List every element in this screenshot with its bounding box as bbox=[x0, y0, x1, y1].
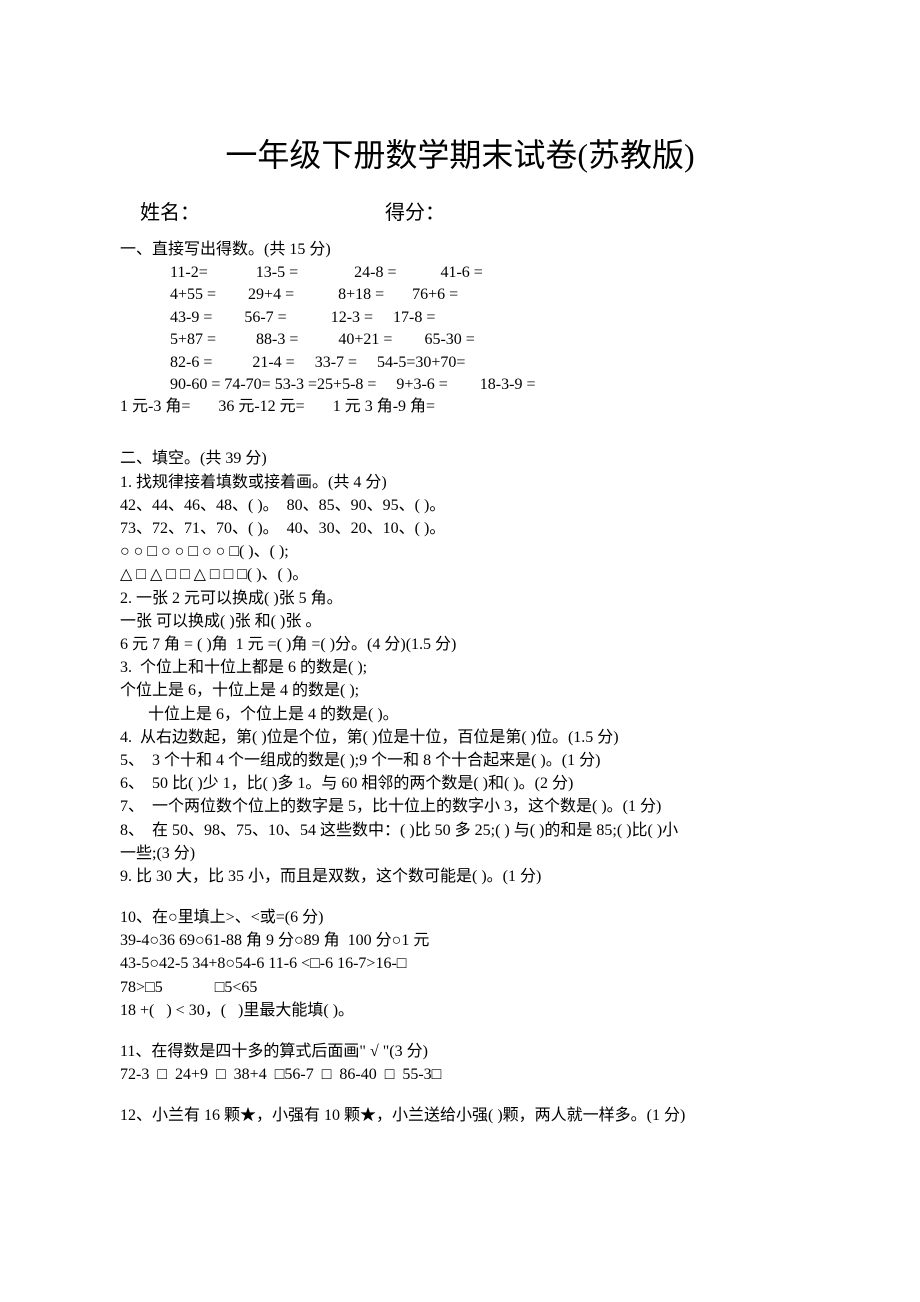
name-label: 姓名： bbox=[140, 202, 200, 224]
q8-line-2: 一些;(3 分) bbox=[120, 842, 800, 865]
q5: 5、 3 个十和 4 个一组成的数是( );9 个一和 8 个十合起来是( )。… bbox=[120, 749, 800, 772]
section2-header: 二、填空。(共 39 分) bbox=[120, 444, 800, 468]
q11-line: 72-3 □ 24+9 □ 38+4 □56-7 □ 86-40 □ 55-3□ bbox=[120, 1063, 800, 1086]
q2-line-2: 一张 可以换成( )张 和( )张 。 bbox=[120, 610, 800, 633]
q11-header: 11、在得数是四十多的算式后面画" √ "(3 分) bbox=[120, 1040, 800, 1063]
q1-header: 1. 找规律接着填数或接着画。(共 4 分) bbox=[120, 471, 800, 494]
q10-line-3: 78>□5 □5<65 bbox=[120, 976, 800, 999]
page-title: 一年级下册数学期末试卷(苏教版) bbox=[120, 130, 800, 176]
calc-line-3: 43-9 = 56-7 = 12-3 = 17-8 = bbox=[120, 307, 800, 329]
calc-line-5: 82-6 = 21-4 = 33-7 = 54-5=30+70= bbox=[120, 352, 800, 374]
q8-line-1: 8、 在 50、98、75、10、54 这些数中：( )比 50 多 25;( … bbox=[120, 819, 800, 842]
calc-line-7: 1 元-3 角= 36 元-12 元= 1 元 3 角-9 角= bbox=[120, 396, 800, 418]
q2-line-1: 2. 一张 2 元可以换成( )张 5 角。 bbox=[120, 587, 800, 610]
q10-line-4: 18 +( ) < 30，( )里最大能填( )。 bbox=[120, 999, 800, 1022]
q6: 6、 50 比( )少 1，比( )多 1。与 60 相邻的两个数是( )和( … bbox=[120, 772, 800, 795]
name-score-row: 姓名： 得分： bbox=[120, 196, 800, 225]
section1-header: 一、直接写出得数。(共 15 分) bbox=[120, 235, 800, 259]
q3-line-3: 十位上是 6，个位上是 4 的数是( )。 bbox=[120, 703, 800, 726]
q1-line-1: 42、44、46、48、( )。 80、85、90、95、( )。 bbox=[120, 494, 800, 517]
calc-line-2: 4+55 = 29+4 = 8+18 = 76+6 = bbox=[120, 284, 800, 306]
q9: 9. 比 30 大，比 35 小，而且是双数，这个数可能是( )。(1 分) bbox=[120, 865, 800, 888]
q3-line-2: 个位上是 6，十位上是 4 的数是( ); bbox=[120, 679, 800, 702]
calc-line-1: 11-2= 13-5 = 24-8 = 41-6 = bbox=[120, 262, 800, 284]
q10-line-1: 39-4○36 69○61-88 角 9 分○89 角 100 分○1 元 bbox=[120, 929, 800, 952]
calc-line-6: 90-60 = 74-70= 53-3 =25+5-8 = 9+3-6 = 18… bbox=[120, 374, 800, 396]
q7: 7、 一个两位数个位上的数字是 5，比十位上的数字小 3，这个数是( )。(1 … bbox=[120, 795, 800, 818]
q1-line-3: ○ ○ □ ○ ○ □ ○ ○ □( )、( ); bbox=[120, 540, 800, 563]
q3-line-1: 3. 个位上和十位上都是 6 的数是( ); bbox=[120, 656, 800, 679]
q12: 12、小兰有 16 颗★，小强有 10 颗★，小兰送给小强( )颗，两人就一样多… bbox=[120, 1104, 800, 1127]
q1-line-4: △ □ △ □ □ △ □ □ □( )、( )。 bbox=[120, 563, 800, 586]
q2-line-3: 6 元 7 角 = ( )角 1 元 =( )角 =( )分。(4 分)(1.5… bbox=[120, 633, 800, 656]
q4: 4. 从右边数起，第( )位是个位，第( )位是十位，百位是第( )位。(1.5… bbox=[120, 726, 800, 749]
calc-line-4: 5+87 = 88-3 = 40+21 = 65-30 = bbox=[120, 329, 800, 351]
q10-header: 10、在○里填上>、<或=(6 分) bbox=[120, 906, 800, 929]
q1-line-2: 73、72、71、70、( )。 40、30、20、10、( )。 bbox=[120, 517, 800, 540]
q10-line-2: 43-5○42-5 34+8○54-6 11-6 <□-6 16-7>16-□ bbox=[120, 952, 800, 975]
score-label: 得分： bbox=[385, 202, 445, 224]
